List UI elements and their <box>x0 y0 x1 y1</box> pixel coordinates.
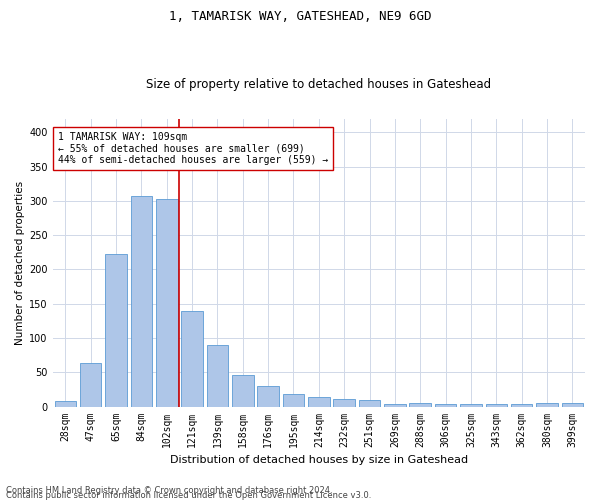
Bar <box>460 404 482 406</box>
Bar <box>80 364 101 406</box>
Bar <box>257 386 279 406</box>
X-axis label: Distribution of detached houses by size in Gateshead: Distribution of detached houses by size … <box>170 455 468 465</box>
Bar <box>206 345 228 406</box>
Bar <box>409 403 431 406</box>
Bar <box>536 403 558 406</box>
Bar <box>156 199 178 406</box>
Bar <box>308 397 329 406</box>
Bar <box>181 310 203 406</box>
Bar <box>232 375 254 406</box>
Bar <box>334 399 355 406</box>
Bar <box>511 404 532 406</box>
Text: Contains HM Land Registry data © Crown copyright and database right 2024.: Contains HM Land Registry data © Crown c… <box>6 486 332 495</box>
Text: 1 TAMARISK WAY: 109sqm
← 55% of detached houses are smaller (699)
44% of semi-de: 1 TAMARISK WAY: 109sqm ← 55% of detached… <box>58 132 328 164</box>
Bar <box>359 400 380 406</box>
Text: 1, TAMARISK WAY, GATESHEAD, NE9 6GD: 1, TAMARISK WAY, GATESHEAD, NE9 6GD <box>169 10 431 23</box>
Bar <box>105 254 127 406</box>
Title: Size of property relative to detached houses in Gateshead: Size of property relative to detached ho… <box>146 78 491 91</box>
Bar <box>485 404 507 406</box>
Y-axis label: Number of detached properties: Number of detached properties <box>15 180 25 344</box>
Bar <box>283 394 304 406</box>
Bar <box>562 403 583 406</box>
Text: Contains public sector information licensed under the Open Government Licence v3: Contains public sector information licen… <box>6 491 371 500</box>
Bar <box>55 401 76 406</box>
Bar <box>384 404 406 406</box>
Bar <box>131 196 152 406</box>
Bar <box>435 404 457 406</box>
